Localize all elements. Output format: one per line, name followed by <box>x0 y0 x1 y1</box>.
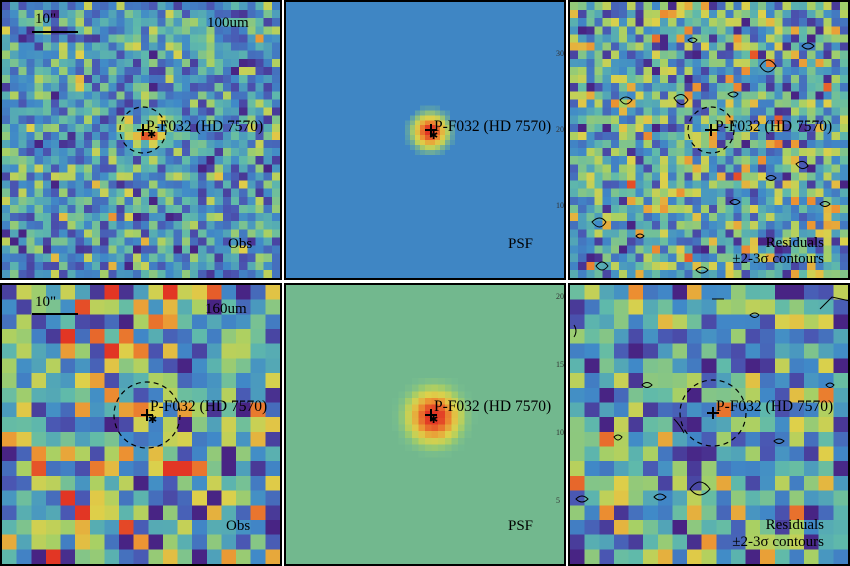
psf-160um-map <box>286 285 564 564</box>
star-marker: ✱ <box>148 414 157 426</box>
residuals-100um-map <box>570 2 848 278</box>
source-label: P-F032 (HD 7570) <box>150 398 268 415</box>
psf-100um-map <box>286 2 564 278</box>
source-label: P-F032 (HD 7570) <box>716 398 834 415</box>
scale-bar-label: 10" <box>35 294 57 310</box>
star-marker: ✱ <box>429 414 438 426</box>
obs-100um-map <box>2 2 280 278</box>
axis-tick: 5 <box>556 496 560 505</box>
source-label: P-F032 (HD 7570) <box>434 118 552 135</box>
axis-tick: 10 <box>556 201 564 210</box>
aperture-circle <box>119 106 167 154</box>
obs-160um-map <box>2 285 280 564</box>
psf-160um-overlay: ✱ <box>425 409 438 426</box>
aperture-circle <box>679 379 747 447</box>
residuals-label: Residuals <box>765 235 824 251</box>
axis-tick: 10 <box>556 428 564 437</box>
psf-label: PSF <box>508 518 534 534</box>
obs-160um-overlay: ✱ <box>113 381 181 449</box>
psf-100um-overlay: ✱ <box>425 124 438 142</box>
band-label: 100um <box>207 15 249 31</box>
axis-tick: 15 <box>556 360 564 369</box>
psf-160um-panel: ✱ 20 15 10 5 P-F032 (HD 7570) PSF <box>284 283 566 566</box>
residuals-160um-map <box>570 285 848 564</box>
obs-100um-panel: ✱ 10" 100um P-F032 (HD 7570) Obs <box>0 0 282 280</box>
axis-tick: 30 <box>556 49 564 58</box>
residuals-100um-contours <box>591 37 831 274</box>
contour-lines <box>591 37 831 274</box>
residuals-100um-panel: P-F032 (HD 7570) Residuals ±2-3σ contour… <box>568 0 850 280</box>
residuals-160um-contours <box>573 296 848 503</box>
star-marker: ✱ <box>147 129 156 141</box>
source-label: P-F032 (HD 7570) <box>146 118 264 135</box>
residuals-160um-panel: P-F032 (HD 7570) Residuals ±2-3σ contour… <box>568 283 850 566</box>
axis-tick: 20 <box>556 292 564 301</box>
psf-100um-panel: ✱ 30 20 10 P-F032 (HD 7570) PSF <box>284 0 566 280</box>
axis-tick: 20 <box>556 125 564 134</box>
contours-label: ±2-3σ contours <box>732 251 824 267</box>
band-label: 160um <box>205 301 247 317</box>
scale-bar <box>32 313 78 315</box>
star-marker: ✱ <box>429 130 438 142</box>
residuals-label: Residuals <box>765 517 824 533</box>
aperture-circle <box>113 381 181 449</box>
scale-bar <box>32 31 78 33</box>
source-label: P-F032 (HD 7570) <box>434 398 552 415</box>
aperture-circle <box>687 106 735 154</box>
contours-label: ±2-3σ contours <box>732 534 824 550</box>
obs-100um-overlay: ✱ <box>119 106 167 154</box>
scale-bar-label: 10" <box>35 11 57 27</box>
source-label: P-F032 (HD 7570) <box>715 118 833 135</box>
obs-label: Obs <box>228 236 253 252</box>
obs-160um-panel: ✱ 10" 160um P-F032 (HD 7570) Obs <box>0 283 282 566</box>
obs-label: Obs <box>226 518 251 534</box>
contour-lines <box>573 296 848 503</box>
psf-label: PSF <box>508 236 534 252</box>
